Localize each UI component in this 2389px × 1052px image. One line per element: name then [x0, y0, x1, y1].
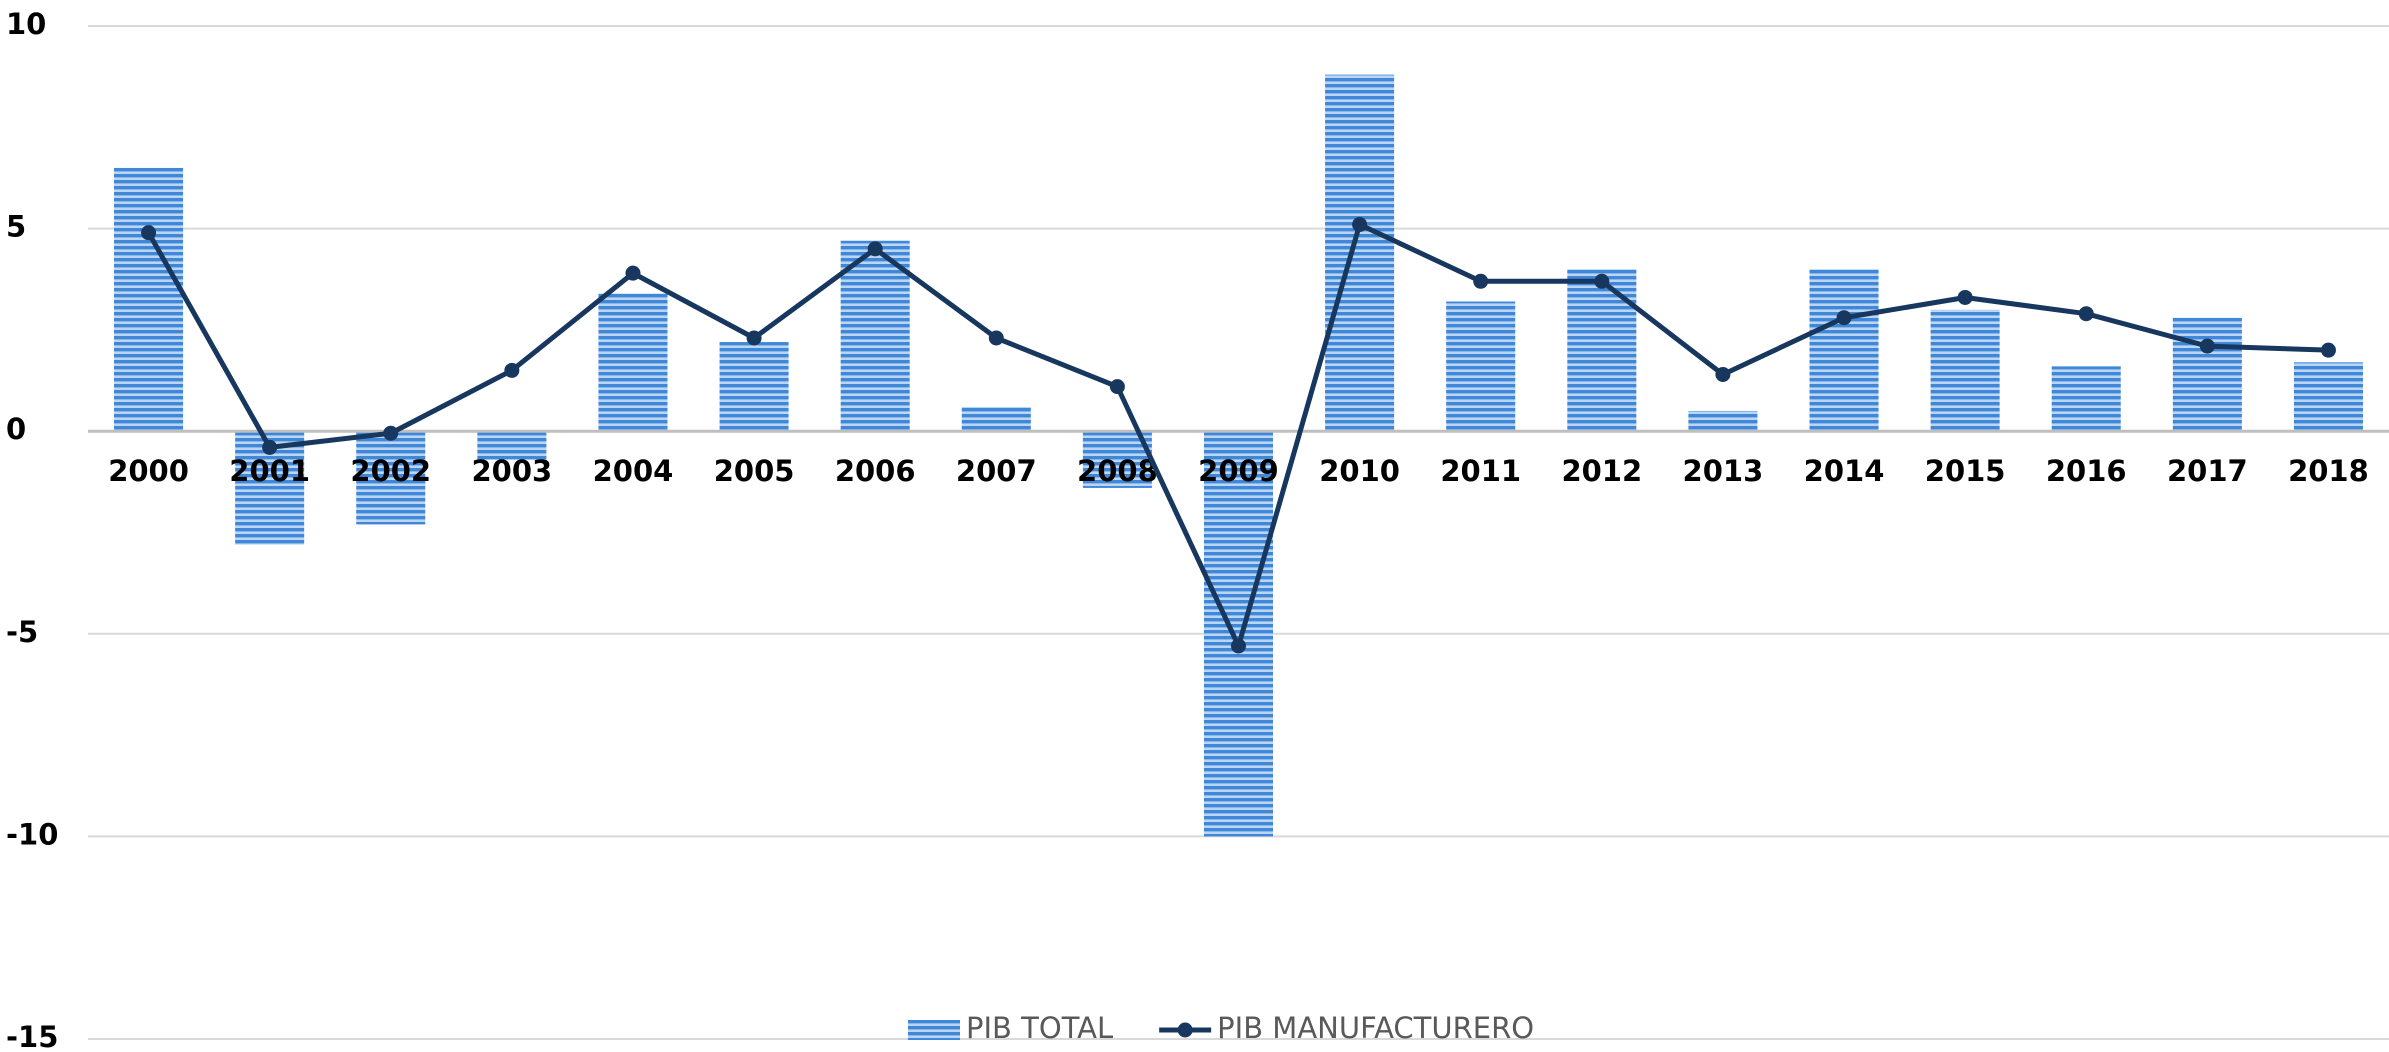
bar — [2051, 366, 2121, 432]
legend-label: PIB TOTAL — [966, 1011, 1113, 1045]
x-tick-label: 2015 — [1925, 454, 2006, 488]
x-tick-label: 2006 — [835, 454, 916, 488]
bar — [961, 406, 1031, 432]
x-tick-label: 2008 — [1077, 454, 1158, 488]
legend-label: PIB MANUFACTURERO — [1217, 1011, 1534, 1045]
x-tick-label: 2005 — [714, 454, 795, 488]
line-marker — [2320, 342, 2336, 358]
bar — [1567, 269, 1637, 432]
x-tick-label: 2004 — [593, 454, 674, 488]
bar — [598, 293, 668, 432]
bar — [2293, 362, 2363, 432]
line-marker — [1109, 379, 1125, 395]
bar — [1688, 410, 1758, 432]
x-tick-label: 2017 — [2167, 454, 2248, 488]
legend-swatch — [908, 1020, 960, 1040]
bar — [2172, 317, 2242, 432]
bar — [356, 431, 426, 525]
x-tick-label: 2013 — [1683, 454, 1764, 488]
line-marker — [141, 225, 157, 241]
y-tick-label: -10 — [6, 817, 58, 851]
x-tick-label: 2001 — [229, 454, 310, 488]
bar — [477, 431, 547, 460]
line-marker — [504, 362, 520, 378]
x-tick-label: 2007 — [956, 454, 1037, 488]
x-tick-label: 2018 — [2288, 454, 2369, 488]
y-tick-label: 0 — [6, 412, 26, 446]
line-marker — [2078, 306, 2094, 322]
bar — [719, 342, 789, 432]
bar — [840, 240, 910, 432]
x-tick-label: 2014 — [1804, 454, 1885, 488]
line-marker — [262, 439, 278, 455]
x-tick-label: 2012 — [1561, 454, 1642, 488]
line-marker — [867, 241, 883, 257]
y-tick-label: 5 — [6, 210, 26, 244]
x-tick-label: 2010 — [1319, 454, 1400, 488]
line-marker — [1957, 289, 1973, 305]
x-tick-label: 2000 — [108, 454, 189, 488]
bar — [1930, 309, 2000, 432]
bar — [1203, 431, 1274, 837]
bar — [1325, 74, 1395, 432]
x-tick-label: 2016 — [2046, 454, 2127, 488]
line-marker — [1352, 217, 1368, 233]
x-tick-label: 2003 — [472, 454, 553, 488]
y-tick-label: -5 — [6, 615, 38, 649]
y-tick-label: -15 — [6, 1020, 58, 1048]
bar — [114, 167, 184, 432]
x-tick-label: 2002 — [350, 454, 431, 488]
line-marker — [2199, 338, 2215, 354]
line-marker — [1836, 310, 1852, 326]
legend-swatch-marker — [1177, 1022, 1193, 1038]
line-marker — [625, 265, 641, 281]
line-marker — [1594, 273, 1610, 289]
y-tick-label: 10 — [6, 7, 46, 41]
line-marker — [746, 330, 762, 346]
line-marker — [1473, 273, 1489, 289]
line-marker — [988, 330, 1004, 346]
line-marker — [1715, 366, 1731, 382]
bar — [1809, 269, 1879, 432]
line-marker — [1231, 638, 1246, 654]
x-tick-label: 2011 — [1440, 454, 1521, 488]
x-tick-label: 2009 — [1198, 454, 1279, 488]
bar — [1446, 301, 1516, 432]
line-marker — [383, 425, 399, 441]
